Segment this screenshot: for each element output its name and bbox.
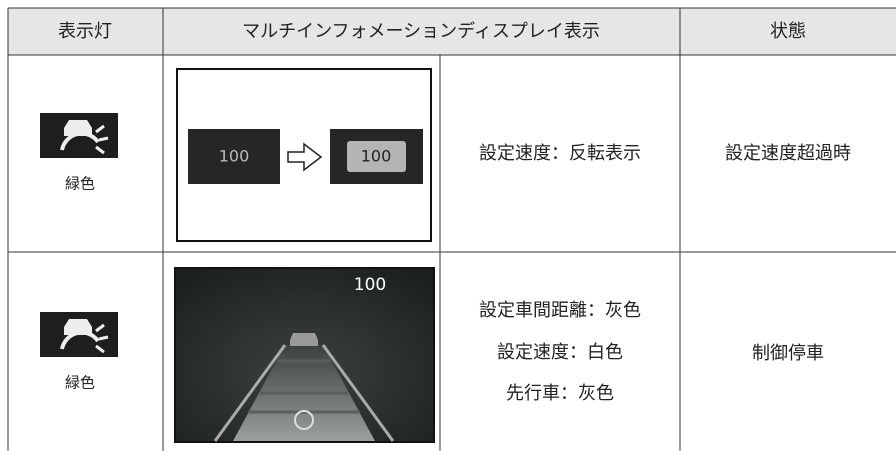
highlight-box bbox=[347, 141, 406, 172]
display-speed: 100 bbox=[354, 275, 386, 295]
header-bg bbox=[8, 8, 896, 55]
description: 設定速度：反転表示 bbox=[479, 143, 641, 164]
description: 設定速度：白色 bbox=[497, 342, 623, 363]
header-cell: 状態 bbox=[770, 21, 806, 42]
arrow bbox=[287, 142, 323, 172]
description: 設定車間距離：灰色 bbox=[479, 300, 641, 321]
indicator-icon bbox=[40, 113, 118, 158]
status: 制御停車 bbox=[752, 343, 824, 364]
header-cell: 表示灯 bbox=[58, 21, 112, 42]
display-image bbox=[174, 267, 435, 443]
header-cell: マルチインフォメーションディスプレイ表示 bbox=[242, 21, 600, 42]
indicator-icon bbox=[40, 312, 118, 357]
status: 設定速度超過時 bbox=[725, 143, 851, 164]
indicator-label: 緑色 bbox=[65, 175, 95, 193]
display-speed: 100 bbox=[361, 147, 392, 166]
description: 先行車：灰色 bbox=[506, 383, 614, 404]
display-screen bbox=[188, 129, 280, 184]
display-speed: 100 bbox=[219, 147, 250, 166]
indicator-label: 緑色 bbox=[65, 374, 95, 392]
